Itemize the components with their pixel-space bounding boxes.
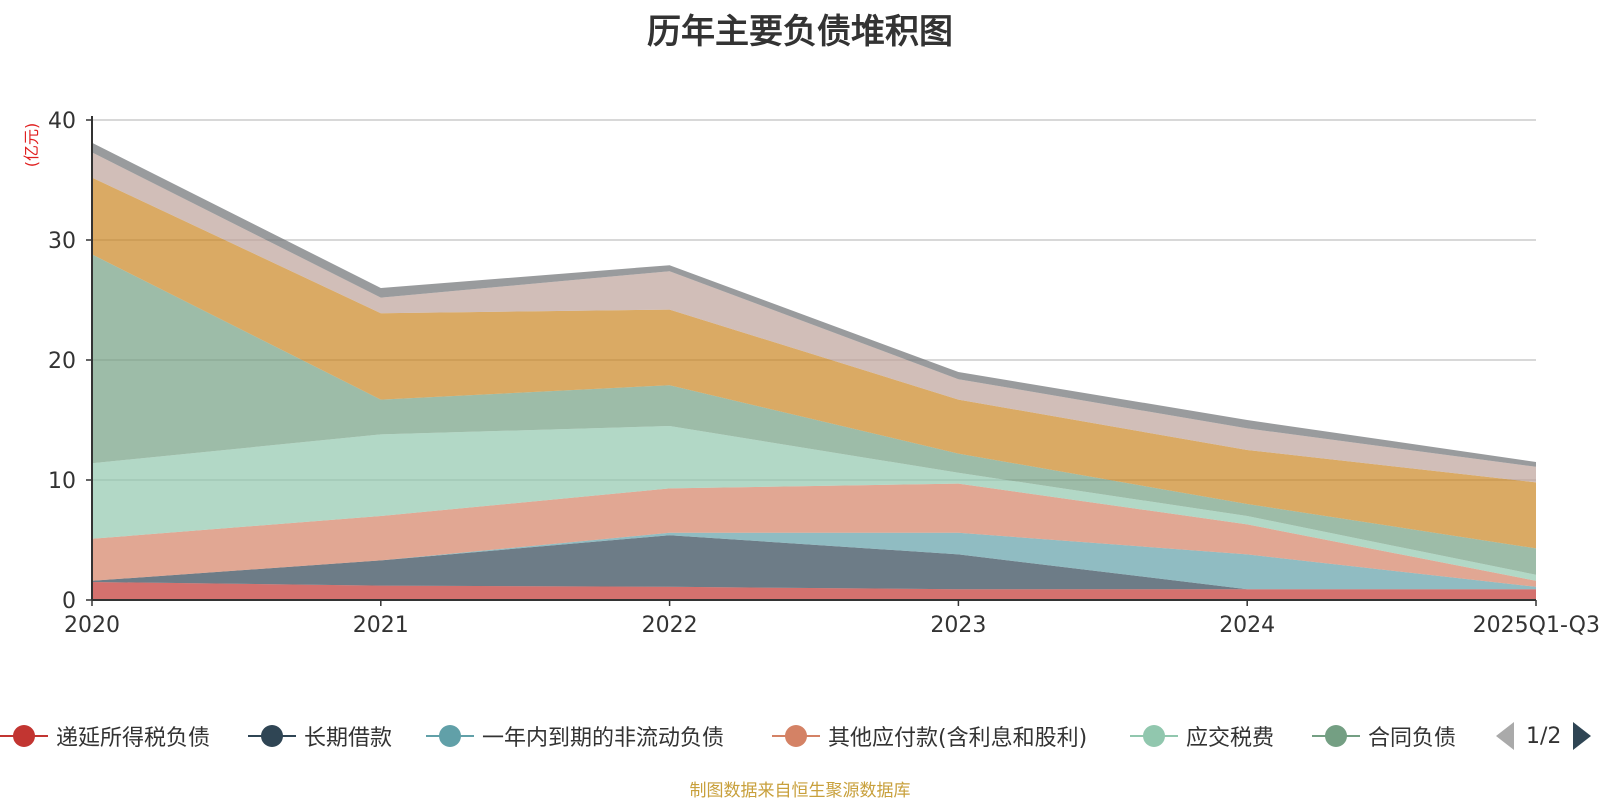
area-series-4[interactable]	[92, 426, 1536, 581]
stacked-area-chart: 0 10 20 30 40 2020 2021 2022 2023 2024 2025Q1-Q3 (…	[22, 109, 1600, 638]
legend-item[interactable]: 合同负债	[1312, 718, 1456, 754]
legend-pager: 1/2	[1496, 718, 1592, 754]
legend-item[interactable]: 其他应付款(含利息和股利)	[772, 718, 1087, 754]
x-tick-label: 2025Q1-Q3	[1473, 613, 1600, 638]
legend-next-page-button[interactable]	[1573, 722, 1592, 750]
y-tick-label: 0	[62, 589, 76, 614]
y-tick-label: 10	[48, 469, 76, 494]
x-tick-label: 2024	[1219, 613, 1275, 638]
y-tick-label: 30	[48, 229, 76, 254]
legend-marker-icon	[0, 718, 48, 754]
y-tick-label: 40	[48, 109, 76, 134]
legend-label: 长期借款	[304, 726, 393, 751]
y-tick-label: 20	[48, 349, 76, 374]
legend-label: 合同负债	[1368, 726, 1457, 751]
y-axis-unit-label: (亿元)	[22, 123, 41, 168]
legend-marker-icon	[1130, 718, 1178, 754]
legend-item[interactable]: 应交税费	[1130, 718, 1274, 754]
legend-marker-icon	[248, 718, 296, 754]
legend-prev-page-button[interactable]	[1496, 722, 1514, 750]
axes: 0 10 20 30 40 2020 2021 2022 2023 2024 2025Q1-Q3	[48, 109, 1600, 638]
legend-label: 一年内到期的非流动负债	[482, 726, 725, 751]
chart-title: 历年主要负债堆积图	[647, 12, 953, 52]
legend-label: 应交税费	[1186, 726, 1275, 751]
legend-item[interactable]: 长期借款	[248, 718, 392, 754]
area-series-7[interactable]	[92, 152, 1536, 483]
area-series-5[interactable]	[92, 254, 1536, 575]
legend-item[interactable]: 一年内到期的非流动负债	[426, 718, 724, 754]
legend-marker-icon	[426, 718, 474, 754]
legend-page-indicator: 1/2	[1526, 723, 1562, 749]
x-tick-label: 2022	[642, 613, 698, 638]
area-series-3[interactable]	[92, 483, 1536, 587]
area-series-group	[92, 142, 1536, 600]
legend: 递延所得税负债 长期借款 一年内到期的非流动负债 其他应付款(含利息和股利) 应交税费 合…	[0, 718, 1600, 754]
legend-marker-icon	[1312, 718, 1360, 754]
legend-label: 递延所得税负债	[56, 726, 211, 751]
legend-label: 其他应付款(含利息和股利)	[828, 726, 1088, 751]
x-tick-label: 2023	[930, 613, 986, 638]
x-tick-label: 2020	[64, 613, 120, 638]
area-series-6[interactable]	[92, 177, 1536, 549]
area-series-2[interactable]	[92, 532, 1536, 590]
data-source-note: 制图数据来自恒生聚源数据库	[689, 781, 911, 801]
area-series-0[interactable]	[92, 582, 1536, 600]
legend-marker-icon	[772, 718, 820, 754]
x-tick-label: 2021	[353, 613, 409, 638]
area-series-1[interactable]	[92, 535, 1536, 590]
legend-item[interactable]: 递延所得税负债	[0, 718, 210, 754]
